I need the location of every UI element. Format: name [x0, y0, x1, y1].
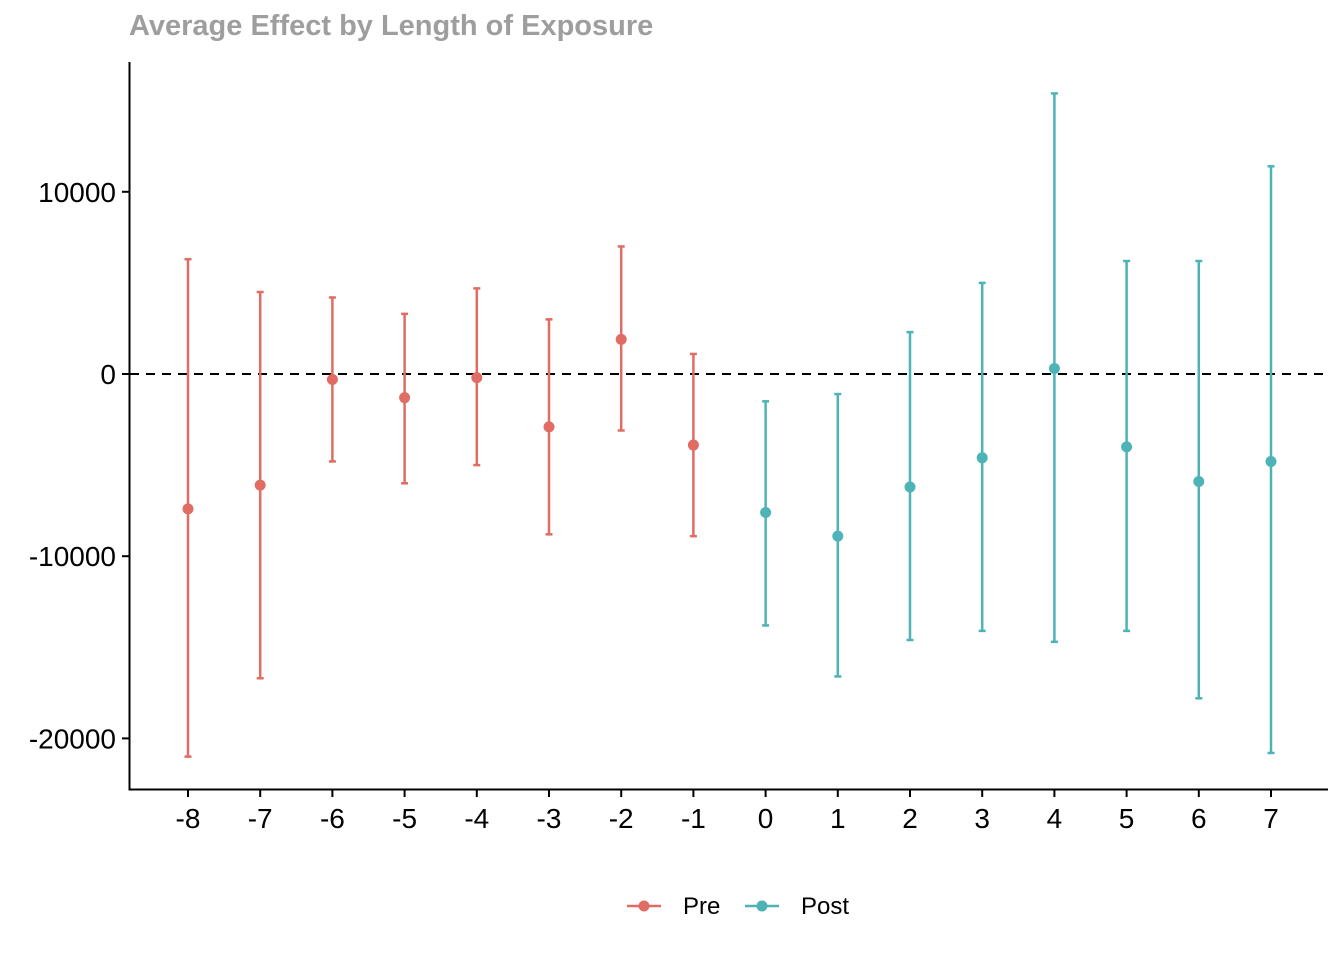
x-tick-label: -8 — [176, 803, 201, 834]
pre-point — [254, 479, 266, 491]
legend-key-point-pre — [638, 900, 650, 912]
x-tick-label: -4 — [464, 803, 489, 834]
post-point — [1121, 441, 1133, 453]
y-tick-label: 0 — [100, 359, 116, 390]
x-tick-label: -5 — [392, 803, 417, 834]
post-point — [832, 530, 844, 542]
chart-title: Average Effect by Length of Exposure — [129, 10, 654, 42]
x-tick-label: -3 — [537, 803, 562, 834]
y-tick-label: -10000 — [29, 541, 116, 572]
x-tick-label: 3 — [974, 803, 990, 834]
y-tick-label: -20000 — [29, 723, 116, 754]
pre-point — [399, 392, 411, 404]
post-point — [976, 452, 988, 464]
y-tick-label: 10000 — [38, 177, 116, 208]
pre-point — [326, 373, 338, 385]
post-point — [760, 506, 772, 518]
post-point — [1265, 455, 1277, 467]
post-point — [1193, 475, 1205, 487]
x-tick-label: 7 — [1263, 803, 1279, 834]
y-axis-ticks: 10000 0 -10000 -20000 — [29, 177, 129, 754]
chart-marks — [182, 92, 1277, 758]
x-tick-label: 0 — [758, 803, 774, 834]
x-tick-label: -6 — [320, 803, 345, 834]
x-axis-ticks: -8 -7 -6 -5 -4 -3 -2 -1 0 1 2 3 4 5 6 7 — [176, 790, 1279, 834]
pre-point — [182, 503, 194, 515]
pre-point — [615, 333, 627, 345]
post-point — [1048, 363, 1060, 375]
legend-label-pre: Pre — [683, 893, 720, 920]
legend-label-post: Post — [801, 893, 849, 920]
x-tick-label: 4 — [1047, 803, 1063, 834]
x-tick-label: 2 — [902, 803, 918, 834]
post-point — [904, 481, 916, 493]
x-tick-label: -1 — [681, 803, 706, 834]
legend-key-point-post — [756, 900, 768, 912]
x-tick-label: 6 — [1191, 803, 1207, 834]
pre-point — [687, 439, 699, 451]
legend: Pre Post — [627, 893, 849, 920]
x-tick-label: -2 — [609, 803, 634, 834]
pre-point — [471, 372, 483, 384]
x-tick-label: -7 — [248, 803, 273, 834]
pre-point — [543, 421, 555, 433]
x-tick-label: 1 — [830, 803, 846, 834]
x-tick-label: 5 — [1119, 803, 1135, 834]
